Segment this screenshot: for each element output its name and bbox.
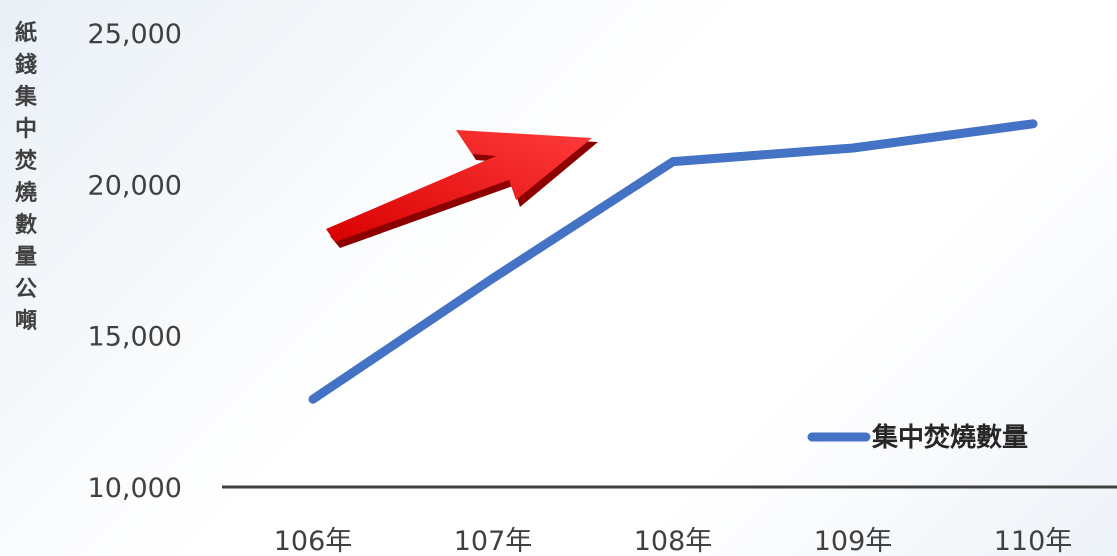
series-group bbox=[308, 119, 1038, 404]
y-tick-label: 25,000 bbox=[88, 19, 182, 50]
trend-arrow-icon bbox=[326, 130, 598, 248]
x-axis-ticks: 106年 107年 108年 109年 110年 bbox=[274, 526, 1073, 556]
y-tick-label: 15,000 bbox=[88, 322, 182, 353]
x-tick-label: 108年 bbox=[634, 526, 713, 556]
y-tick-label: 20,000 bbox=[88, 170, 182, 201]
x-tick-label: 110年 bbox=[994, 526, 1073, 556]
y-axis-title-char: 量 bbox=[15, 245, 37, 270]
x-tick-label: 109年 bbox=[814, 526, 893, 556]
legend-label: 集中焚燒數量 bbox=[871, 422, 1028, 453]
y-axis-title-char: 焚 bbox=[15, 149, 37, 174]
legend: 集中焚燒數量 bbox=[807, 422, 1028, 453]
y-axis-title-char: 紙 bbox=[15, 20, 37, 46]
x-tick-label: 107年 bbox=[454, 526, 533, 556]
y-tick-label: 10,000 bbox=[88, 473, 182, 504]
series-line bbox=[308, 119, 1038, 404]
y-axis-title-char: 數 bbox=[15, 213, 37, 238]
y-axis-ticks: 10,000 15,000 20,000 25,000 bbox=[88, 19, 182, 504]
y-axis-title-char: 燒 bbox=[15, 181, 37, 206]
y-axis-title-char: 噸 bbox=[15, 309, 37, 334]
x-tick-label: 106年 bbox=[274, 526, 353, 556]
y-axis-title-char: 中 bbox=[15, 117, 37, 142]
y-axis-title-char: 集 bbox=[14, 84, 38, 110]
y-axis-title-char: 錢 bbox=[15, 52, 37, 78]
y-axis-title-char: 公 bbox=[15, 277, 37, 302]
